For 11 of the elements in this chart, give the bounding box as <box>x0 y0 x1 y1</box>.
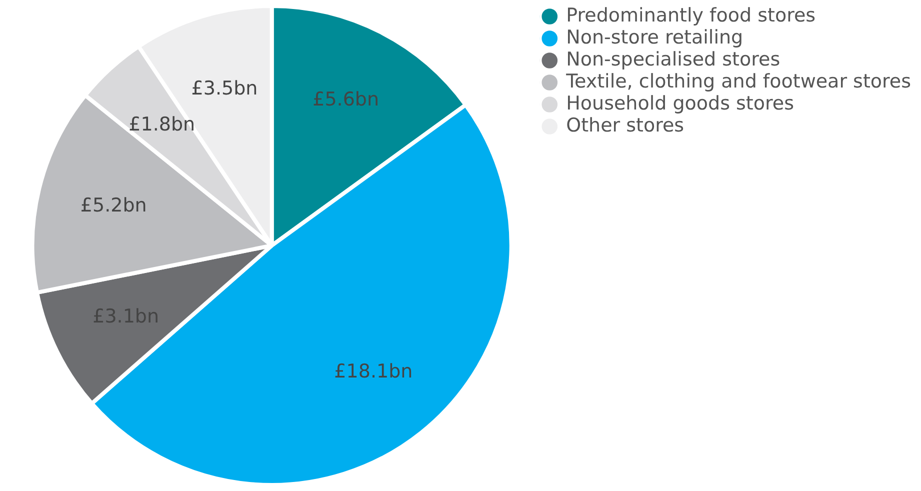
data-label: £18.1bn <box>334 360 413 383</box>
legend-label: Household goods stores <box>566 92 794 114</box>
data-label: £5.2bn <box>80 194 147 217</box>
data-label: £1.8bn <box>128 113 196 136</box>
legend-label: Non-specialised stores <box>566 48 780 70</box>
data-label: £3.5bn <box>191 78 258 100</box>
legend-label: Textile, clothing and footwear stores <box>565 70 912 92</box>
legend-label: Other stores <box>566 114 684 136</box>
legend-label: Predominantly food stores <box>566 4 816 26</box>
legend-label: Non-store retailing <box>566 26 744 48</box>
data-label: £5.6bn <box>312 88 380 110</box>
